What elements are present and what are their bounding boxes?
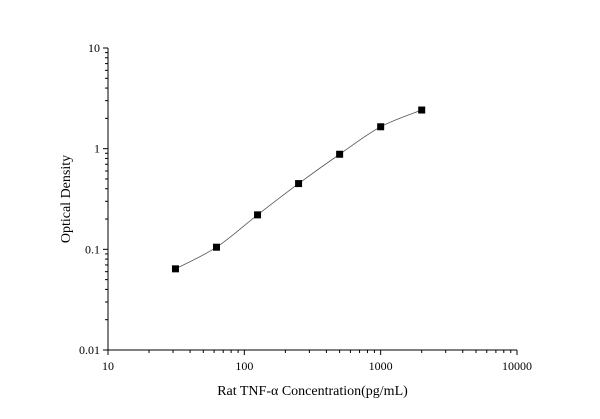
data-point-marker <box>295 180 303 188</box>
y-tick-label: 10 <box>88 41 100 55</box>
data-point-marker <box>418 106 426 114</box>
x-axis-title: Rat TNF-α Concentration(pg/mL) <box>217 384 408 399</box>
fitted-curve-line <box>175 109 422 270</box>
points-layer <box>171 106 426 273</box>
x-tick-label: 10 <box>102 359 114 373</box>
x-tick-label: 100 <box>235 359 253 373</box>
curve-layer <box>175 109 422 270</box>
y-tick-label: 0.1 <box>85 242 100 256</box>
data-point-marker <box>336 150 344 158</box>
ticks-layer: 10 100 1000 10000 0.01 0.1 1 10 <box>79 41 532 373</box>
axes-layer <box>107 48 517 351</box>
x-tick-label: 1000 <box>369 359 393 373</box>
y-tick-label: 1 <box>94 142 100 156</box>
data-point-marker <box>254 211 262 219</box>
data-point-marker <box>213 243 220 251</box>
y-tick-label: 0.01 <box>79 343 100 357</box>
x-tick-label: 10000 <box>502 359 532 373</box>
data-point-marker <box>171 265 179 273</box>
data-point-marker <box>377 123 385 131</box>
y-axis-title: Optical Density <box>59 155 74 243</box>
